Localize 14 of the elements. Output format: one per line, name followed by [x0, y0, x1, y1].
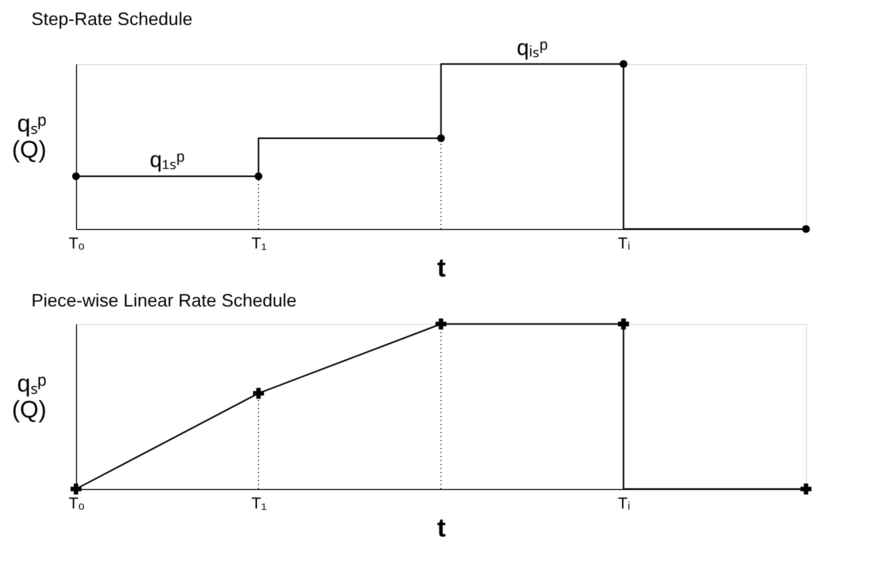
x-tick-label: Tᵢ — [618, 496, 630, 512]
x-tick-label: T₁ — [251, 236, 267, 252]
chart-title: Piece-wise Linear Rate Schedule — [31, 290, 297, 311]
annotation: qᵢₛᵖ — [516, 35, 548, 60]
annotation: q₁ₛᵖ — [150, 147, 185, 172]
y-axis-title: qₛᵖ (Q) — [12, 370, 46, 424]
x-tick-label: Tₒ — [68, 496, 84, 512]
x-tick-label: Tₒ — [68, 236, 84, 252]
x-axis-title: t — [437, 252, 446, 282]
x-tick-label: T₁ — [251, 496, 267, 512]
chart-title: Step-Rate Schedule — [31, 9, 192, 29]
x-tick-label: Tᵢ — [618, 236, 630, 252]
y-axis-title: qₛᵖ (Q) — [12, 110, 46, 164]
x-axis-title: t — [437, 512, 446, 542]
